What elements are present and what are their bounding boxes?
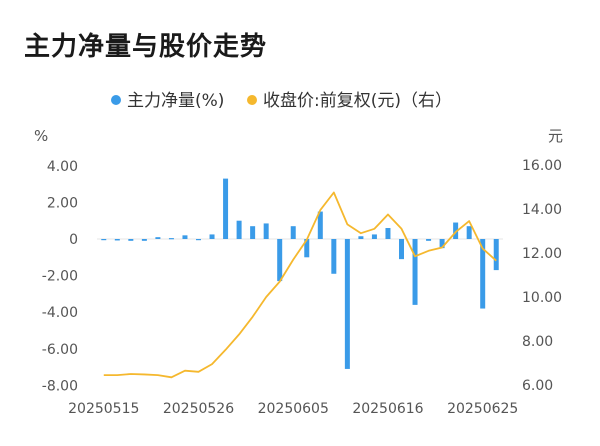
legend-marker-close-price [247,95,257,105]
left-tick-label: -6.00 [42,342,78,358]
main-net-bar[interactable] [358,236,364,239]
left-tick-label: 0 [69,232,78,248]
main-net-bar[interactable] [196,239,201,241]
main-net-bar[interactable] [182,235,188,239]
main-net-bar[interactable] [304,239,310,258]
x-tick-label: 20250625 [447,401,518,417]
legend-label-main-net[interactable]: 主力净量(%) [127,91,224,111]
right-tick-label: 6.00 [522,378,553,394]
main-net-bar[interactable] [168,238,174,240]
left-tick-label: -8.00 [42,378,78,394]
legend-marker-main-net [111,95,121,105]
right-tick-label: 12.00 [522,246,562,262]
x-tick-label: 20250515 [68,401,139,417]
main-net-bar[interactable] [480,239,486,309]
main-net-bar[interactable] [223,178,229,239]
legend-label-close-price[interactable]: 收盘价:前复权(元)（右） [263,91,452,111]
close-price-line[interactable] [103,191,497,379]
main-net-bar[interactable] [426,239,432,241]
right-tick-label: 10.00 [522,290,562,306]
main-net-bar[interactable] [412,239,418,305]
page-title: 主力净量与股价走势 [24,32,268,62]
main-net-bar[interactable] [371,234,377,239]
left-axis-unit: % [34,127,48,145]
main-net-bar[interactable] [399,239,404,260]
main-net-bar[interactable] [290,226,296,239]
right-axis-unit: 元 [548,127,563,145]
main-net-bar[interactable] [344,239,350,369]
main-net-bar[interactable] [250,226,256,239]
main-net-bar[interactable] [453,222,459,239]
main-net-bar[interactable] [493,239,499,271]
x-tick-label: 20250526 [163,401,234,417]
main-net-bar[interactable] [236,220,242,239]
main-net-bar[interactable] [263,223,269,239]
main-net-bar[interactable] [155,237,161,239]
right-tick-label: 16.00 [522,158,562,174]
main-net-bar[interactable] [141,239,147,241]
main-net-bar[interactable] [466,226,472,239]
main-net-bar[interactable] [277,239,283,282]
main-net-bar[interactable] [439,239,445,249]
main-net-bar[interactable] [317,211,323,239]
left-tick-label: 2.00 [47,195,78,211]
main-net-bar[interactable] [101,239,107,241]
main-net-bar[interactable] [385,228,391,239]
right-tick-label: 8.00 [522,334,553,350]
main-net-bar[interactable] [114,239,120,241]
right-tick-label: 14.00 [522,202,562,218]
left-tick-label: -4.00 [42,305,78,321]
x-tick-label: 20250605 [258,401,329,417]
x-tick-label: 20250616 [352,401,423,417]
main-net-bar[interactable] [128,239,134,241]
main-net-bar[interactable] [209,234,215,239]
legend: 主力净量(%) 收盘价:前复权(元)（右） [111,91,452,111]
main-net-bar[interactable] [331,239,337,274]
left-tick-label: -2.00 [42,269,78,285]
left-tick-label: 4.00 [47,159,78,175]
